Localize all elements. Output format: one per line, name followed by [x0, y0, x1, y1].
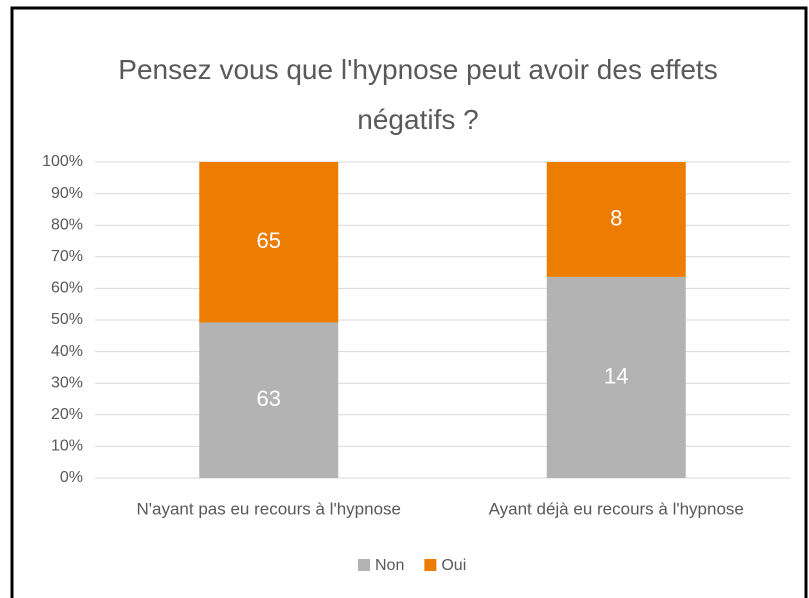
y-tick-label: 100%	[42, 153, 83, 170]
frame-border	[10, 6, 808, 598]
y-tick-label: 10%	[51, 438, 83, 455]
legend-label: Non	[375, 557, 404, 574]
y-tick-label: 30%	[51, 374, 83, 391]
y-tick-label: 0%	[60, 469, 83, 486]
y-tick-label: 80%	[51, 216, 83, 233]
chart-title: Pensez vous que l'hypnose peut avoir des…	[118, 54, 718, 135]
y-tick-label: 70%	[51, 248, 83, 265]
legend-swatch	[358, 559, 370, 571]
data-label: 14	[604, 363, 628, 388]
y-tick-label: 20%	[51, 406, 83, 423]
data-label: 65	[257, 228, 281, 253]
y-tick-label: 40%	[51, 343, 83, 360]
legend-label: Oui	[441, 557, 466, 574]
bar-segment	[546, 162, 686, 277]
data-label: 8	[610, 205, 622, 230]
x-tick-label: N'ayant pas eu recours à l'hypnose	[137, 499, 401, 518]
bar-segment	[199, 162, 339, 323]
y-tick-label: 90%	[51, 185, 83, 202]
y-tick-label: 60%	[51, 280, 83, 297]
legend-swatch	[424, 559, 437, 571]
bar-segment	[199, 322, 339, 478]
data-label: 63	[257, 386, 281, 411]
x-tick-label: Ayant déjà eu recours à l'hypnose	[489, 499, 744, 518]
bar-segment	[546, 276, 686, 478]
y-tick-label: 50%	[51, 311, 83, 328]
